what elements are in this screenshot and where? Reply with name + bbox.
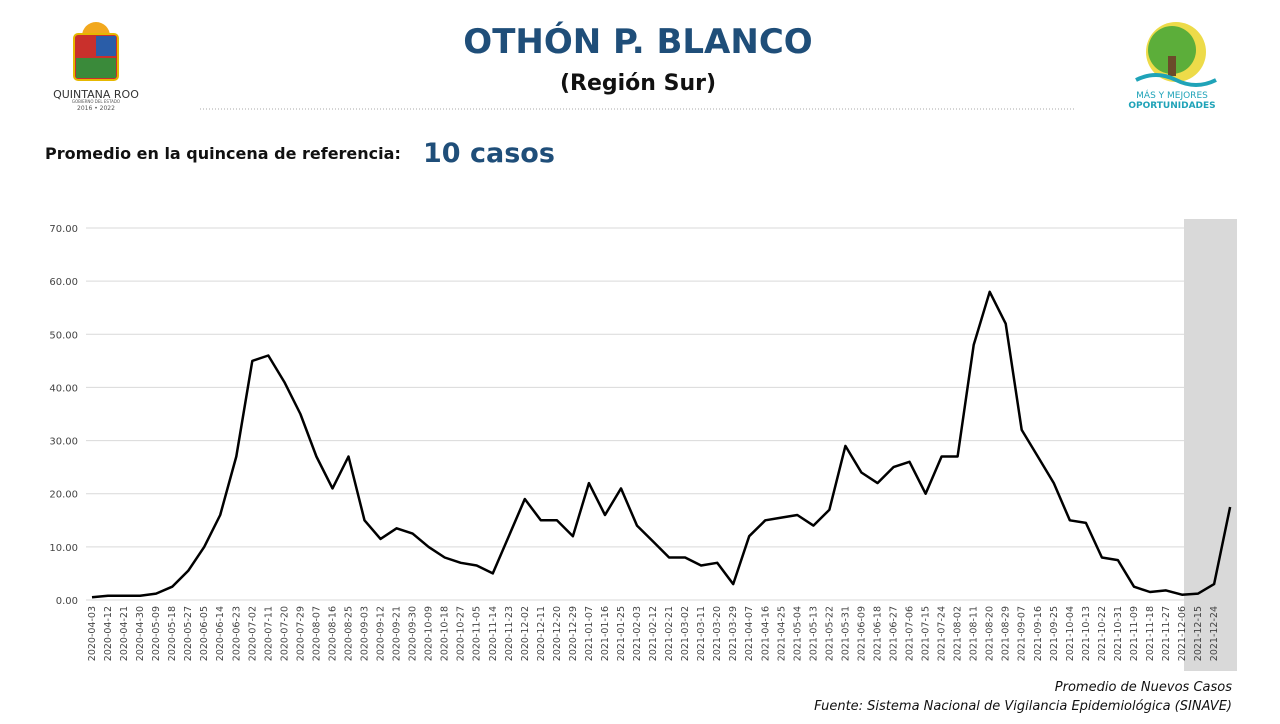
y-tick-label: 10.00 (49, 543, 78, 554)
x-tick-label: 2021-11-09 (1129, 606, 1140, 661)
title: OTHÓN P. BLANCO (463, 21, 812, 62)
x-tick-label: 2021-06-18 (872, 606, 883, 661)
x-tick-label: 2021-10-22 (1097, 606, 1108, 661)
x-tick-label: 2020-04-03 (87, 606, 98, 661)
x-tick-label: 2021-05-22 (824, 606, 835, 661)
x-tick-label: 2021-05-13 (808, 606, 819, 661)
x-tick-label: 2020-12-02 (520, 606, 531, 661)
x-tick-label: 2020-09-12 (376, 606, 387, 661)
x-tick-label: 2021-10-13 (1081, 606, 1092, 661)
x-tick-label: 2021-04-07 (744, 606, 755, 661)
x-tick-label: 2021-07-24 (937, 606, 948, 661)
state-logo: QUINTANA ROO GOBIERNO DEL ESTADO 2016 • … (53, 22, 139, 112)
x-tick-label: 2021-08-20 (985, 606, 996, 661)
x-tick-label: 2021-12-24 (1209, 606, 1220, 661)
x-tick-label: 2020-06-14 (215, 606, 226, 661)
x-tick-label: 2020-04-30 (135, 606, 146, 661)
x-tick-label: 2021-04-16 (760, 606, 771, 661)
y-tick-label: 30.00 (49, 437, 78, 448)
slogan-line1: MÁS Y MEJORES (1136, 89, 1208, 101)
x-tick-label: 2021-09-25 (1049, 606, 1060, 661)
y-tick-label: 0.00 (56, 596, 78, 607)
x-tick-label: 2021-03-11 (696, 606, 707, 661)
x-tick-label: 2021-05-31 (840, 606, 851, 661)
x-tick-label: 2021-10-04 (1065, 606, 1076, 661)
x-tick-label: 2020-07-11 (263, 606, 274, 661)
slogan-logo: MÁS Y MEJORES OPORTUNIDADES (1128, 22, 1217, 111)
x-tick-label: 2020-11-14 (488, 606, 499, 661)
x-tick-label: 2021-05-04 (792, 606, 803, 661)
x-tick-label: 2021-04-25 (776, 606, 787, 661)
reference-label: Promedio en la quincena de referencia: (45, 144, 401, 163)
y-tick-label: 20.00 (49, 490, 78, 501)
x-tick-label: 2020-12-11 (536, 606, 547, 661)
x-tick-label: 2021-02-21 (664, 606, 675, 661)
subtitle: (Región Sur) (560, 71, 716, 96)
x-tick-label: 2020-07-02 (247, 606, 258, 661)
x-tick-label: 2020-10-18 (440, 606, 451, 661)
x-tick-label: 2020-05-09 (151, 606, 162, 661)
state-years: 2016 • 2022 (77, 105, 115, 112)
y-tick-label: 40.00 (49, 383, 78, 394)
highlight-region (1184, 219, 1237, 671)
y-tick-label: 60.00 (49, 277, 78, 288)
state-name: QUINTANA ROO (53, 88, 139, 101)
x-tick-label: 2021-11-27 (1161, 606, 1172, 661)
x-tick-label: 2021-03-02 (680, 606, 691, 661)
x-tick-label: 2021-06-09 (856, 606, 867, 661)
x-tick-label: 2020-09-30 (408, 606, 419, 661)
y-tick-label: 50.00 (49, 330, 78, 341)
x-tick-label: 2021-07-15 (921, 606, 932, 661)
x-tick-label: 2020-12-20 (552, 606, 563, 661)
x-tick-label: 2021-09-16 (1033, 606, 1044, 661)
x-tick-label: 2020-05-18 (167, 606, 178, 661)
x-tick-label: 2020-08-07 (311, 606, 322, 661)
x-tick-label: 2020-12-29 (568, 606, 579, 661)
source: Fuente: Sistema Nacional de Vigilancia E… (814, 699, 1232, 714)
x-tick-label: 2021-12-06 (1177, 606, 1188, 661)
y-tick-label: 70.00 (49, 224, 78, 235)
x-tick-label: 2020-09-21 (392, 606, 403, 661)
x-tick-label: 2021-03-29 (728, 606, 739, 661)
x-tick-label: 2021-02-03 (632, 606, 643, 661)
caption: Promedio de Nuevos Casos (1055, 680, 1232, 695)
x-tick-label: 2021-11-18 (1145, 606, 1156, 661)
x-tick-label: 2020-11-23 (504, 606, 515, 661)
state-line: GOBIERNO DEL ESTADO (72, 99, 120, 104)
reference-value: 10 casos (423, 138, 555, 169)
slogan-line2: OPORTUNIDADES (1128, 101, 1215, 111)
x-tick-label: 2020-04-12 (103, 606, 114, 661)
x-tick-label: 2020-11-05 (472, 606, 483, 661)
x-tick-label: 2021-02-12 (648, 606, 659, 661)
x-tick-label: 2020-08-25 (343, 606, 354, 661)
x-tick-label: 2021-01-16 (600, 606, 611, 661)
data-line (91, 290, 1232, 599)
x-tick-label: 2020-04-21 (119, 606, 130, 661)
x-tick-label: 2021-01-25 (616, 606, 627, 661)
x-tick-label: 2021-01-07 (584, 606, 595, 661)
x-tick-label: 2021-08-02 (953, 606, 964, 661)
x-tick-label: 2020-07-29 (295, 606, 306, 661)
x-tick-label: 2021-09-07 (1017, 606, 1028, 661)
x-tick-label: 2020-09-03 (360, 606, 371, 661)
x-tick-label: 2020-10-09 (424, 606, 435, 661)
x-tick-label: 2021-10-31 (1113, 606, 1124, 661)
x-tick-label: 2021-07-06 (905, 606, 916, 661)
x-tick-label: 2021-06-27 (889, 606, 900, 661)
x-tick-label: 2020-06-23 (231, 606, 242, 661)
x-tick-label: 2020-06-05 (199, 606, 210, 661)
x-tick-label: 2020-05-27 (183, 606, 194, 661)
x-tick-label: 2021-08-11 (969, 606, 980, 661)
x-tick-label: 2021-03-20 (712, 606, 723, 661)
x-tick-label: 2020-08-16 (327, 606, 338, 661)
x-tick-label: 2020-10-27 (456, 606, 467, 661)
x-tick-label: 2021-12-15 (1193, 606, 1204, 661)
x-tick-label: 2020-07-20 (279, 606, 290, 661)
x-tick-label: 2021-08-29 (1001, 606, 1012, 661)
